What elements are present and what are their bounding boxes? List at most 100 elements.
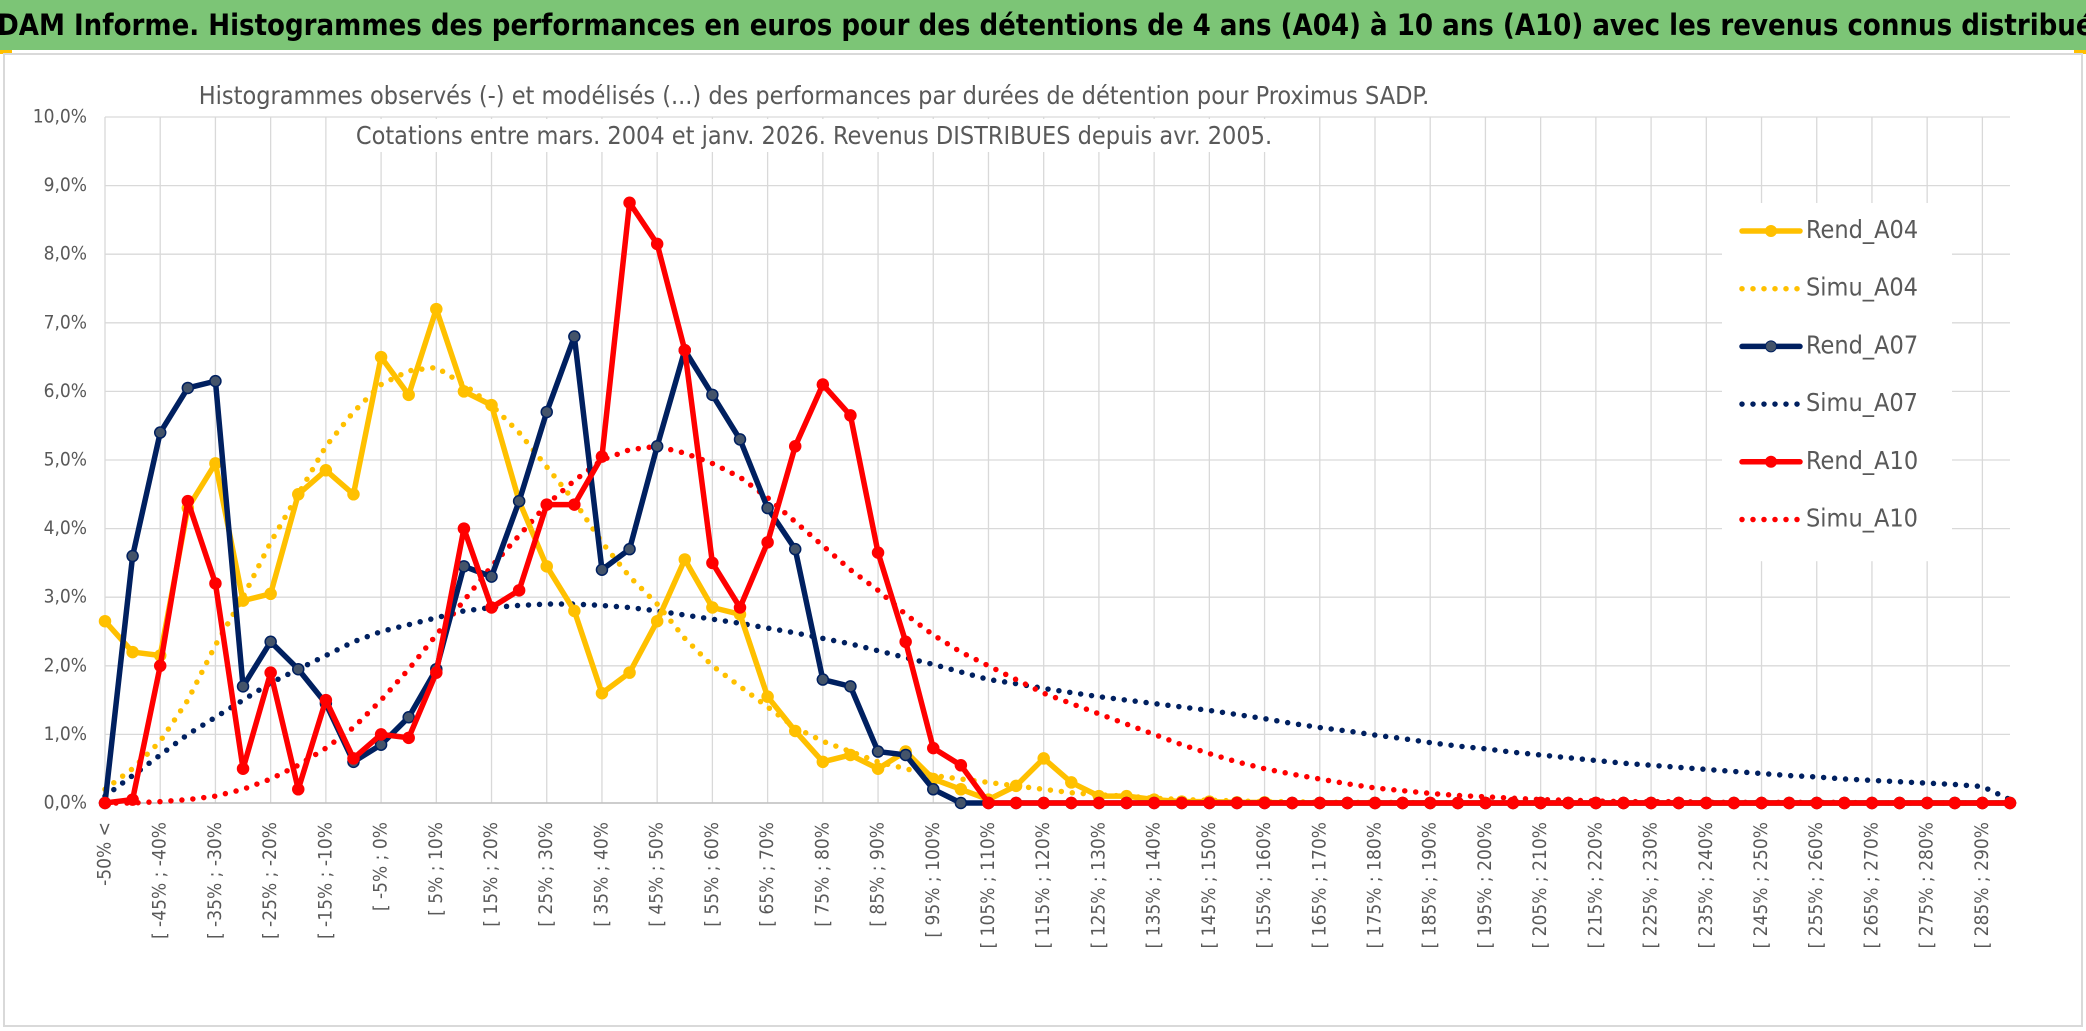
point — [761, 536, 774, 549]
point — [153, 659, 167, 673]
x-tick-label: [ 265% ; 270% — [1860, 822, 1882, 948]
point — [954, 759, 968, 772]
point — [430, 666, 443, 679]
x-tick-label: [ -5% ; 0% — [370, 822, 392, 911]
x-tick-label: [ 145% ; 150% — [1198, 822, 1220, 948]
point — [678, 343, 692, 357]
y-tick-label: 2,0% — [44, 654, 87, 676]
point — [706, 556, 719, 570]
point — [1313, 796, 1327, 810]
model-line — [102, 364, 2013, 806]
point — [153, 426, 167, 439]
point — [1838, 796, 1851, 810]
point — [1258, 796, 1271, 810]
x-tick-label: [ 35% ; 40% — [590, 822, 612, 927]
point — [1755, 796, 1768, 810]
point — [1948, 796, 1962, 810]
point — [264, 666, 277, 679]
point — [1147, 796, 1161, 810]
point — [982, 796, 995, 810]
point — [1589, 796, 1603, 810]
point — [706, 388, 719, 402]
x-tick-label: [ 155% ; 160% — [1253, 822, 1275, 948]
point — [927, 741, 940, 755]
point — [1644, 796, 1658, 810]
point — [1782, 796, 1796, 810]
point — [1009, 779, 1023, 793]
x-tick-label: [ 285% ; 290% — [1971, 822, 1993, 948]
point — [595, 450, 609, 463]
title-bar — [0, 0, 2086, 50]
point — [595, 686, 609, 700]
point — [1810, 796, 1823, 810]
point — [733, 433, 747, 446]
point — [954, 796, 968, 810]
y-tick-label: 0,0% — [44, 792, 87, 814]
point — [1893, 796, 1906, 810]
point — [457, 522, 471, 535]
point — [871, 546, 885, 559]
point — [292, 783, 305, 796]
x-tick-label: [ 175% ; 180% — [1364, 822, 1386, 948]
legend-label: Rend_A07 — [1806, 330, 1918, 359]
plot — [98, 196, 2017, 810]
point — [540, 560, 553, 573]
x-tick-label: [ 65% ; 70% — [756, 822, 778, 927]
legend-marker — [1765, 225, 1777, 237]
subtitle-background — [192, 79, 1436, 112]
point — [236, 680, 250, 693]
x-tick-label: [ 225% ; 230% — [1640, 822, 1662, 948]
point — [1065, 776, 1078, 789]
point — [1037, 796, 1050, 810]
point — [678, 553, 692, 566]
point — [126, 645, 139, 659]
x-tick-label: [ 195% ; 200% — [1474, 822, 1496, 948]
y-tick-label: 5,0% — [44, 449, 87, 471]
x-tick-label: [ 105% ; 110% — [977, 822, 999, 948]
point — [1423, 796, 1437, 810]
point — [844, 748, 857, 762]
point — [540, 405, 553, 419]
point — [347, 488, 360, 501]
legend-label: Simu_A07 — [1806, 388, 1918, 417]
point — [126, 549, 139, 563]
point — [899, 748, 912, 762]
point — [347, 752, 360, 765]
subtitle-background — [349, 119, 1279, 152]
point — [733, 601, 747, 614]
point — [788, 542, 802, 556]
point — [595, 563, 609, 577]
point — [98, 796, 112, 810]
observed-line — [102, 200, 2013, 806]
point — [1120, 796, 1133, 810]
x-tick-label: [ 275% ; 280% — [1916, 822, 1938, 948]
point — [1396, 796, 1409, 810]
point — [1920, 796, 1934, 810]
x-tick-label: [ 165% ; 170% — [1308, 822, 1330, 948]
point — [568, 604, 581, 618]
point — [899, 635, 912, 649]
point — [568, 330, 581, 343]
x-tick-label: [ -15% ; -10% — [314, 822, 336, 939]
point — [1092, 796, 1106, 810]
x-tick-label: [ 135% ; 140% — [1143, 822, 1165, 948]
point — [954, 783, 968, 796]
point — [1175, 796, 1188, 810]
x-tick-label: [ 245% ; 250% — [1750, 822, 1772, 948]
point — [402, 388, 415, 402]
x-tick-label: [ 25% ; 30% — [535, 822, 557, 927]
y-tick-label: 10,0% — [33, 106, 87, 128]
point — [1479, 796, 1492, 810]
point — [236, 762, 250, 775]
x-tick-label: [ 235% ; 240% — [1695, 822, 1717, 948]
point — [788, 724, 802, 738]
x-tick-label: [ 115% ; 120% — [1032, 822, 1054, 948]
chart-subtitle: Histogrammes observés (-) et modélisés (… — [199, 81, 1430, 110]
point — [292, 662, 305, 676]
point — [126, 793, 139, 806]
point — [1865, 796, 1879, 810]
point — [374, 728, 388, 741]
point — [512, 494, 526, 508]
